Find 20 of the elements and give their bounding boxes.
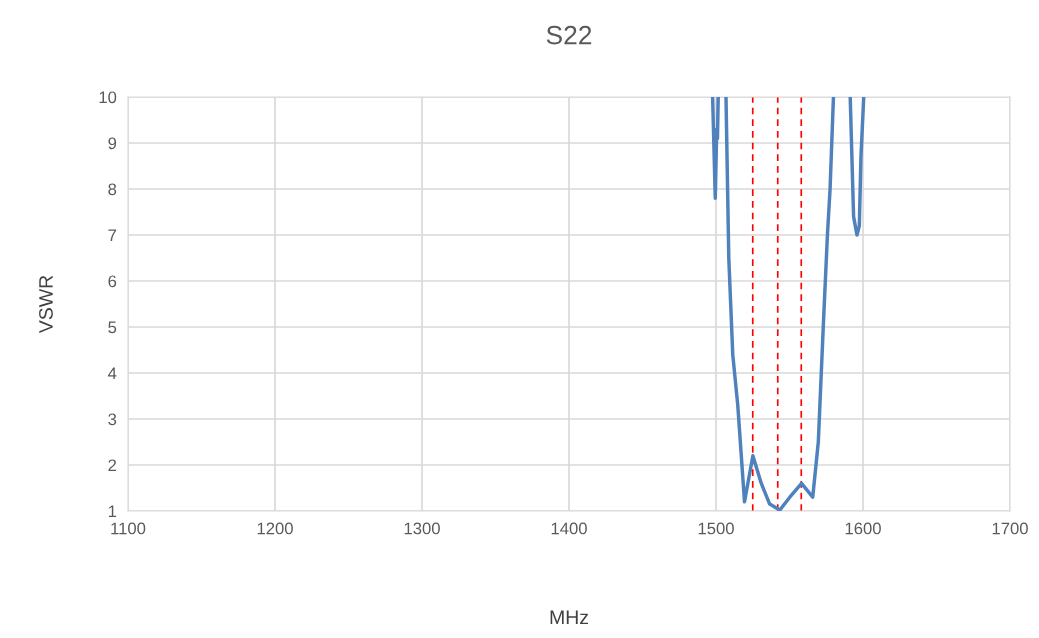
y-tick-label: 8 [108, 183, 117, 196]
x-tick-label: 1600 [845, 522, 881, 535]
y-tick-label: 10 [99, 91, 117, 104]
y-tick-label: 2 [108, 459, 117, 472]
x-tick-label: 1400 [551, 522, 587, 535]
x-tick-label: 1100 [111, 522, 146, 535]
x-tick-label: 1700 [992, 522, 1028, 535]
y-tick-label: 1 [108, 505, 117, 518]
chart-title: S22 [546, 25, 592, 45]
y-tick-label: 5 [108, 321, 117, 334]
x-tick-label: 1200 [257, 522, 293, 535]
x-tick-label: 1300 [404, 522, 440, 535]
x-axis-title: MHz [550, 610, 589, 624]
y-tick-label: 7 [108, 229, 117, 242]
y-axis-title: VSWR [39, 275, 53, 334]
y-tick-label: 6 [108, 275, 117, 288]
y-tick-label: 3 [108, 413, 117, 426]
x-tick-label: 1500 [698, 522, 734, 535]
y-tick-label: 9 [108, 137, 117, 150]
y-tick-label: 4 [108, 367, 117, 380]
